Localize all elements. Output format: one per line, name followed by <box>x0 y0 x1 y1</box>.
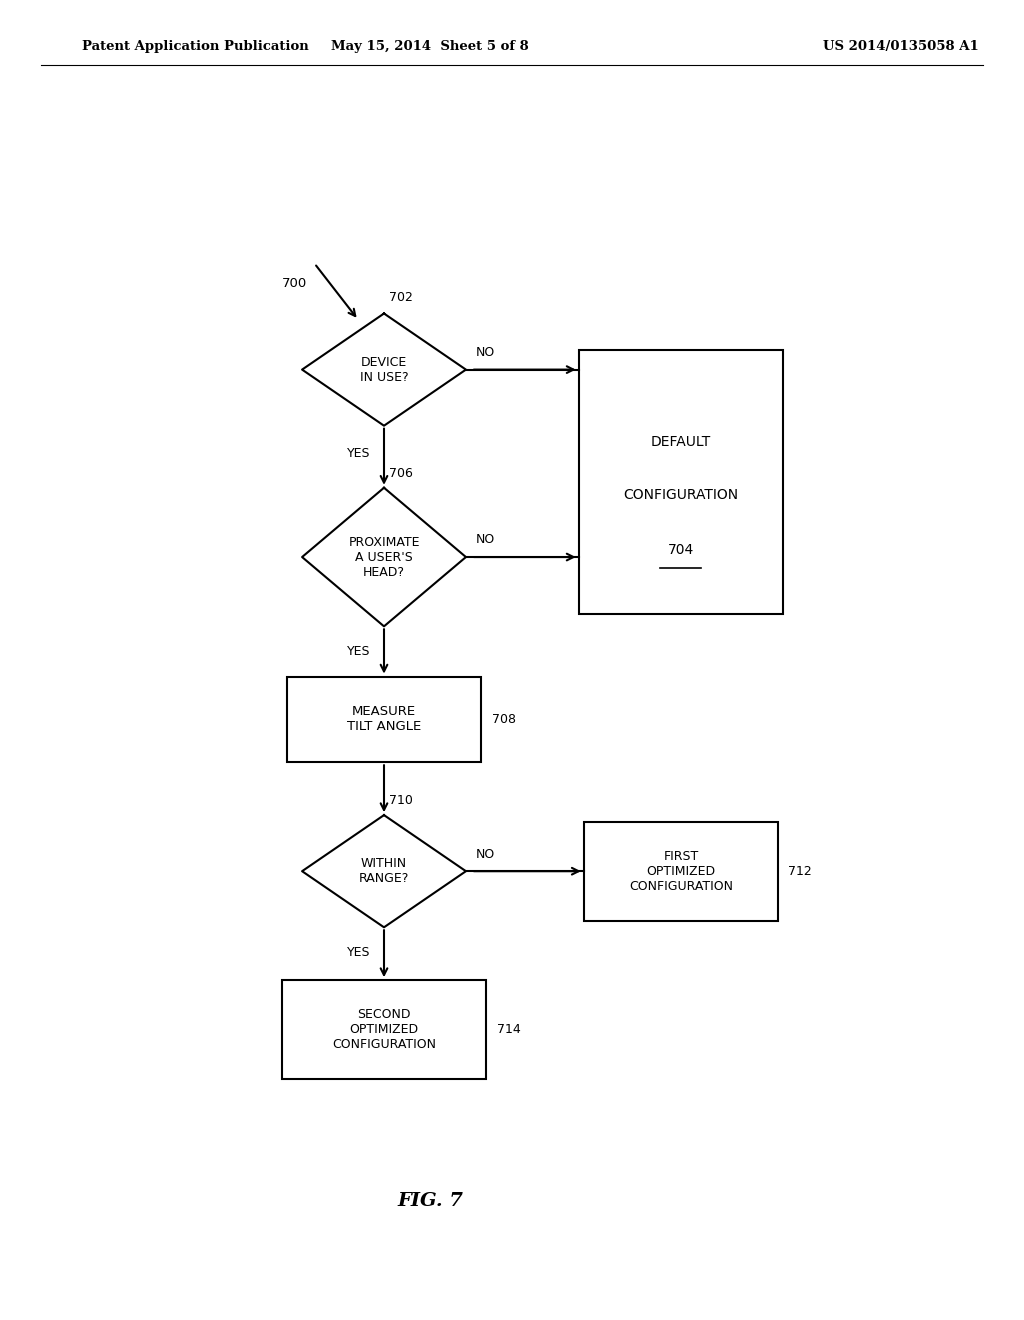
Text: MEASURE
TILT ANGLE: MEASURE TILT ANGLE <box>347 705 421 734</box>
Text: May 15, 2014  Sheet 5 of 8: May 15, 2014 Sheet 5 of 8 <box>331 40 529 53</box>
FancyBboxPatch shape <box>579 350 783 614</box>
Text: US 2014/0135058 A1: US 2014/0135058 A1 <box>823 40 979 53</box>
Text: CONFIGURATION: CONFIGURATION <box>624 488 738 502</box>
FancyBboxPatch shape <box>584 821 778 921</box>
Text: NO: NO <box>476 346 496 359</box>
Text: 706: 706 <box>389 467 413 480</box>
FancyBboxPatch shape <box>287 676 481 763</box>
Text: DEFAULT: DEFAULT <box>651 436 711 449</box>
Text: YES: YES <box>347 945 370 958</box>
FancyBboxPatch shape <box>282 979 486 1080</box>
Text: YES: YES <box>347 645 370 657</box>
Text: 700: 700 <box>282 277 307 290</box>
Text: 708: 708 <box>492 713 515 726</box>
Text: 704: 704 <box>668 544 694 557</box>
Text: DEVICE
IN USE?: DEVICE IN USE? <box>359 355 409 384</box>
Text: Patent Application Publication: Patent Application Publication <box>82 40 308 53</box>
Text: 710: 710 <box>389 795 413 807</box>
Text: WITHIN
RANGE?: WITHIN RANGE? <box>358 857 410 886</box>
Text: FIRST
OPTIMIZED
CONFIGURATION: FIRST OPTIMIZED CONFIGURATION <box>629 850 733 892</box>
Text: 712: 712 <box>788 865 812 878</box>
Text: 702: 702 <box>389 292 413 305</box>
Text: PROXIMATE
A USER'S
HEAD?: PROXIMATE A USER'S HEAD? <box>348 536 420 578</box>
Text: NO: NO <box>476 533 496 546</box>
Text: FIG. 7: FIG. 7 <box>397 1192 463 1210</box>
Text: 714: 714 <box>497 1023 520 1036</box>
Text: YES: YES <box>347 446 370 459</box>
Text: SECOND
OPTIMIZED
CONFIGURATION: SECOND OPTIMIZED CONFIGURATION <box>332 1008 436 1051</box>
Text: NO: NO <box>476 847 496 861</box>
